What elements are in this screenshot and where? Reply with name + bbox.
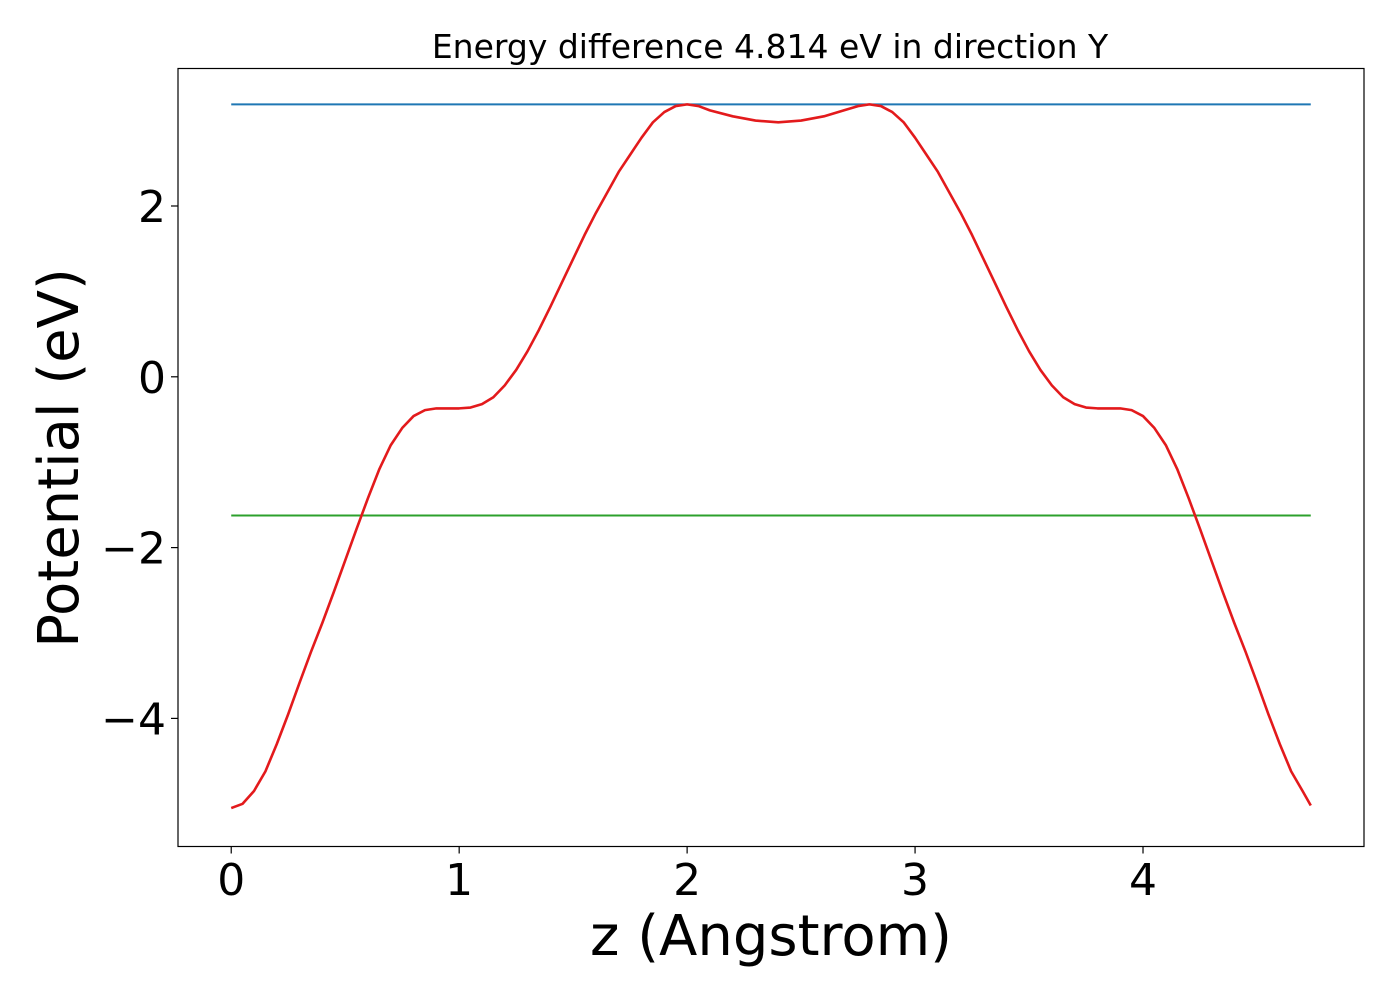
- plot-frame: [177, 67, 1365, 848]
- x-tick-label: 3: [901, 855, 929, 906]
- y-tick-label: −4: [101, 694, 166, 745]
- x-axis-label: z (Angstrom): [590, 904, 952, 969]
- y-axis: −4 −2 0 2: [101, 182, 178, 745]
- y-tick-label: 2: [138, 182, 166, 233]
- y-axis-label: Potential (eV): [27, 268, 92, 648]
- x-tick-label: 2: [673, 855, 701, 906]
- series-line-3: [230, 103, 1312, 810]
- x-tick-label: 1: [445, 855, 473, 906]
- x-axis: 0 1 2 3 4: [217, 846, 1157, 906]
- plot-area: [230, 103, 1312, 810]
- y-tick-label: 0: [138, 353, 166, 404]
- chart-title: Energy difference 4.814 eV in direction …: [432, 27, 1109, 66]
- y-tick-label: −2: [101, 524, 166, 575]
- x-tick-label: 0: [217, 855, 245, 906]
- x-tick-label: 4: [1129, 855, 1157, 906]
